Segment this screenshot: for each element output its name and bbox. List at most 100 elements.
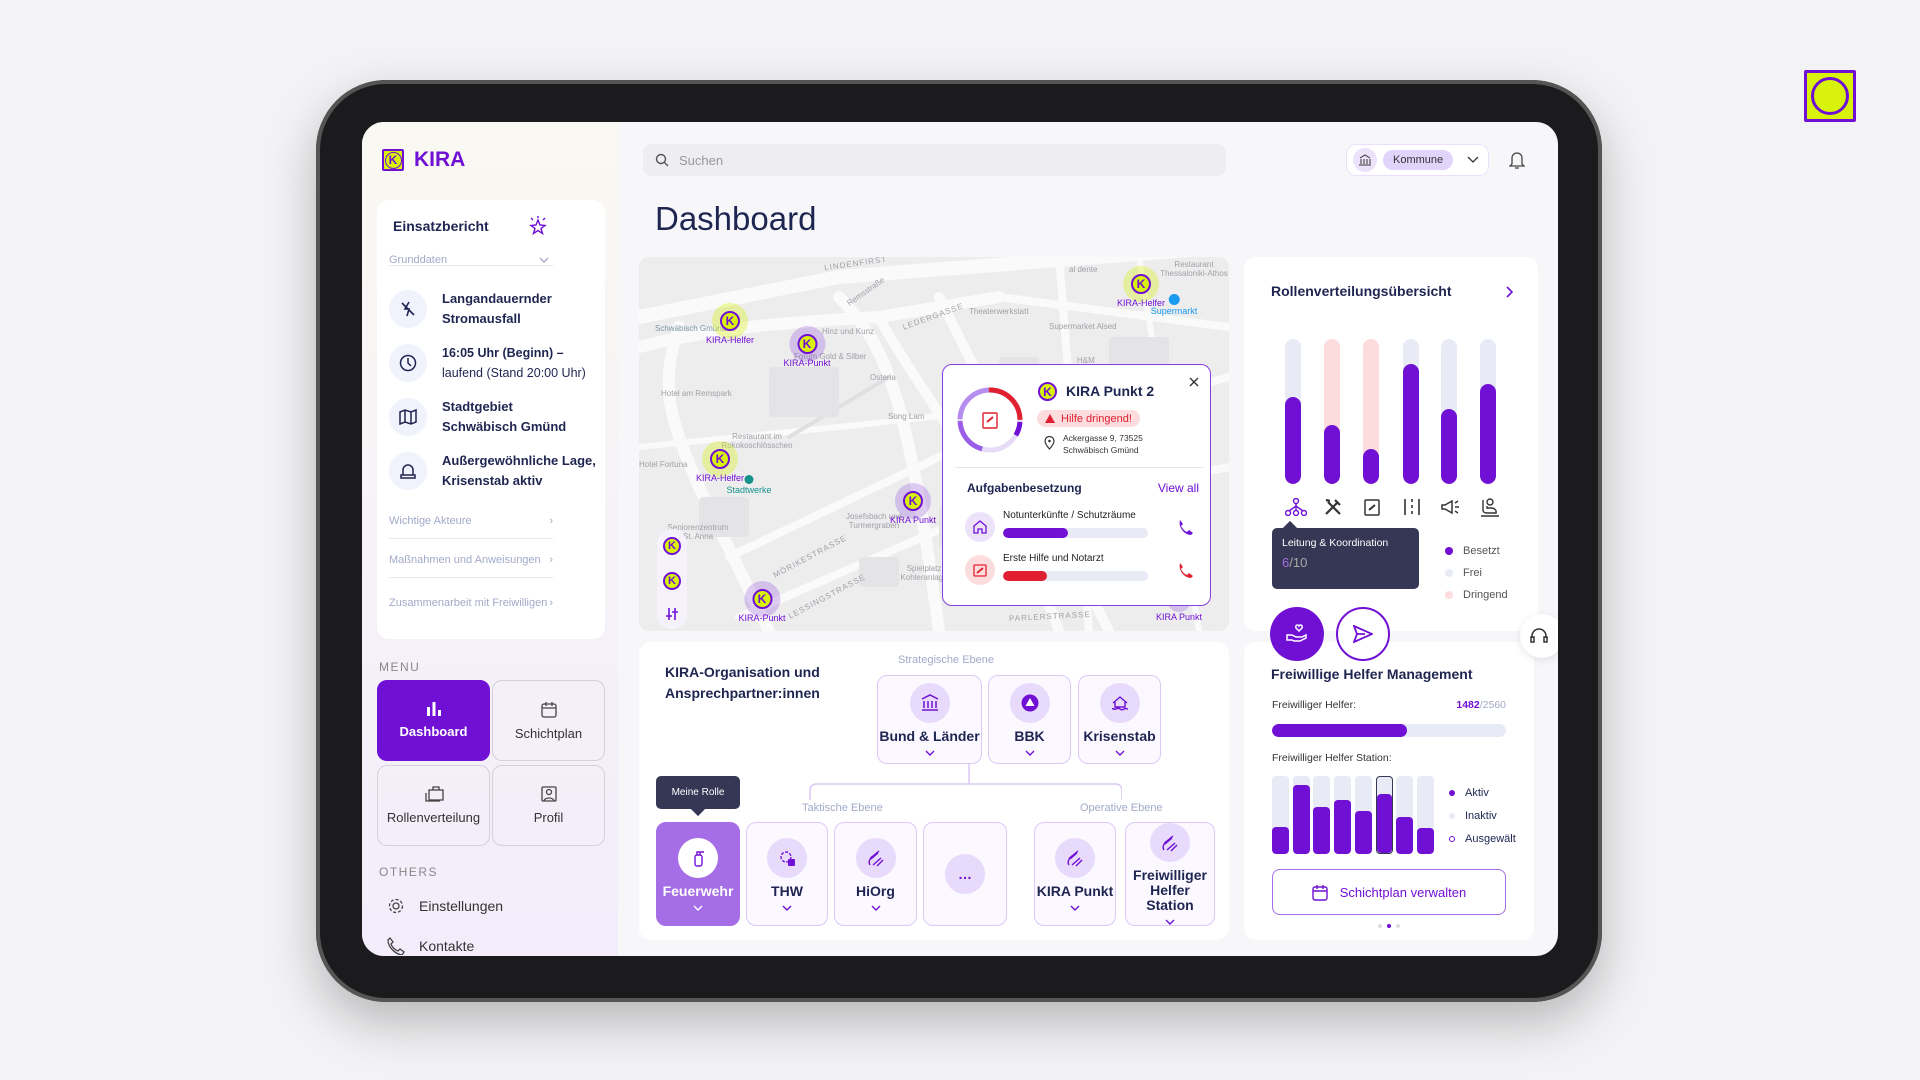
map-poi-supermarkt[interactable]: Supermarkt [1150,294,1198,316]
logistics-icon[interactable] [1403,498,1421,516]
link-zusammenarbeit[interactable]: Zusammenarbeit mit Freiwilligen › [389,585,553,620]
roles-title: Rollenverteilungsübersicht [1271,283,1452,299]
kira-logo-icon: K [382,149,404,171]
chevron-right-icon[interactable] [1506,286,1514,298]
org-node-thw[interactable]: THW [746,822,828,926]
station-bar[interactable] [1272,776,1289,854]
popup-title: KIRA Punkt 2 [1066,383,1155,399]
menu-item-profil[interactable]: Profil [492,765,605,846]
view-all-link[interactable]: View all [1157,481,1199,495]
info-line: laufend (Stand 20:00 Uhr) [442,366,586,380]
k-logo-icon: K [709,449,730,469]
first-aid-icon[interactable] [1363,498,1381,516]
k-logo-icon: K [797,334,817,354]
marker-label: KIRA-Helfer [695,473,745,483]
map-marker-helfer[interactable]: K KIRA-Helfer [696,441,744,483]
nav-label: Einstellungen [419,898,504,914]
brand[interactable]: K KIRA [382,148,465,172]
role-select[interactable]: Kommune [1346,144,1489,176]
pager-dot[interactable] [1396,924,1400,928]
map[interactable]: LINDENFIRST LEDERGASSE MÖRIKESTRASSE LES… [639,257,1229,631]
org-node-krisenstab[interactable]: Krisenstab [1078,675,1161,764]
role-bar[interactable] [1441,339,1457,484]
call-phone-icon[interactable] [1178,519,1194,535]
org-node-feuerwehr[interactable]: Feuerwehr [656,822,740,926]
org-node-hiorg[interactable]: HiOrg [834,822,917,926]
map-poi-stadtwerke[interactable]: Stadtwerke [726,475,772,495]
volunteer-tab-button[interactable] [1270,607,1324,661]
send-tab-button[interactable] [1336,607,1390,661]
pager-dot-active[interactable] [1387,924,1391,928]
station-bar[interactable] [1375,776,1393,854]
sparkle-star-icon[interactable] [528,216,548,236]
role-bar[interactable] [1363,339,1379,484]
close-icon[interactable] [1189,377,1199,387]
marker-label: KIRA Punkt [1155,612,1203,622]
map-marker-punkt[interactable]: K KIRA-Punkt [783,326,831,368]
station-bar[interactable] [1416,776,1434,854]
megaphone-icon[interactable] [1441,498,1461,516]
map-marker-punkt[interactable]: K KIRA-Punkt [738,581,786,623]
map-icon [389,398,427,436]
role-bar[interactable] [1324,339,1340,484]
org-connector-lines [809,764,1122,800]
poi-label: Supermarket Alsed [1049,322,1117,331]
menu-label: MENU [379,660,421,674]
map-marker-helfer[interactable]: K KIRA-Helfer [706,303,754,345]
map-marker-helfer[interactable]: K KIRA-Helfer [1117,266,1165,308]
map-popup: K KIRA Punkt 2 Hilfe dringend! Ackergass… [942,364,1211,606]
chevron-down-icon [1467,156,1479,163]
station-bar[interactable] [1334,776,1352,854]
org-node-label: Freiwilliger Helfer Station [1133,867,1207,914]
einsatzbericht-card: Einsatzbericht Grunddaten Langandauernde… [377,200,605,639]
chevron-down-icon [871,905,880,911]
menu-item-schichtplan[interactable]: Schichtplan [492,680,605,761]
carousel-pager[interactable] [1378,924,1400,928]
marker-label: KIRA-Helfer [1116,298,1166,308]
nav-kontakte[interactable]: Kontakte [387,937,474,955]
station-bar[interactable] [1292,776,1310,854]
pager-dot[interactable] [1378,924,1382,928]
map-marker-punkt[interactable]: K KIRA Punkt [890,483,936,525]
filter-kira-helfer-toggle[interactable]: K [663,571,681,590]
role-bar[interactable] [1285,339,1301,484]
role-bar-fill [1324,424,1340,484]
address-line: Schwäbisch Gmünd [1063,445,1139,455]
station-bar[interactable] [1396,776,1414,854]
poi-label: Seniorenzentrum St. Anna [667,523,729,541]
role-bar[interactable] [1480,339,1496,484]
role-bar[interactable] [1403,339,1419,484]
care-seat-icon[interactable] [1480,497,1500,517]
bbk-triangle-icon [1009,683,1050,723]
tools-icon[interactable] [1324,498,1342,516]
poi-label: Hotel am Remspark [661,389,732,398]
filter-kira-punkt-toggle[interactable]: K [663,537,681,556]
link-wichtige-akteure[interactable]: Wichtige Akteure › [389,504,553,539]
org-node-bbk[interactable]: BBK [988,675,1071,764]
menu-item-dashboard[interactable]: Dashboard [377,680,490,761]
chevron-right-icon: › [549,515,553,527]
grunddaten-toggle[interactable]: Grunddaten [389,226,553,266]
poi-label: Spielplatz Kohleranlage [900,564,948,582]
poi-special-label: Supermarkt [1150,306,1198,316]
app-screen: K KIRA Einsatzbericht Grunddaten Langand… [362,122,1558,956]
station-label: Freiwilliger Helfer Station: [1272,752,1392,764]
org-node-bund-laender[interactable]: Bund & Länder [877,675,982,764]
org-title-line: KIRA-Organisation und [665,664,820,680]
station-bar[interactable] [1354,776,1372,854]
bell-icon[interactable] [1509,150,1525,170]
station-bar[interactable] [1313,776,1331,854]
manage-shifts-button[interactable]: Schichtplan verwalten [1272,869,1506,915]
support-headset-button[interactable] [1520,614,1558,658]
call-phone-icon[interactable] [1178,562,1194,578]
nav-einstellungen[interactable]: Einstellungen [387,897,503,915]
link-massnahmen[interactable]: Maßnahmen und Anweisungen › [389,543,553,578]
org-node-helfer-station[interactable]: Freiwilliger Helfer Station [1125,822,1215,926]
search-input[interactable]: Suchen [643,144,1226,176]
org-node-more[interactable]: … [923,822,1007,926]
org-node-kira-punkt[interactable]: KIRA Punkt [1034,822,1116,926]
legend-inaktiv: Inaktiv [1449,810,1497,822]
sliders-icon[interactable] [665,607,679,621]
hierarchy-icon[interactable] [1285,498,1307,516]
menu-item-rollenverteilung[interactable]: Rollenverteilung [377,765,490,846]
